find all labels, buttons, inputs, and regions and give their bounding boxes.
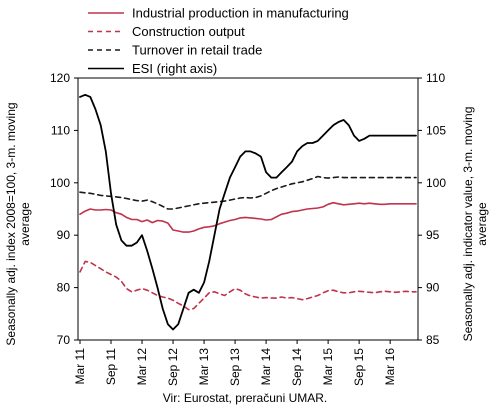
- x-tick-label: Sep 15: [352, 348, 366, 386]
- y-right-axis-title: Seasonally adj. indicator value, 3-m. mo…: [461, 107, 475, 342]
- legend-label: Turnover in retail trade: [132, 43, 262, 58]
- legend-label: ESI (right axis): [132, 61, 217, 76]
- plot-border: [77, 77, 419, 341]
- plot-frame: [77, 77, 419, 341]
- right-tick-label: 85: [426, 333, 440, 347]
- right-tick-label: 100: [426, 176, 446, 190]
- x-tick-label: Sep 13: [228, 348, 242, 386]
- left-tick-label: 120: [50, 71, 70, 85]
- legend: Industrial production in manufacturing Co…: [88, 6, 349, 76]
- series-line-industrial-production-in-manufacturing: [79, 201, 417, 233]
- left-tick-label: 70: [57, 333, 71, 347]
- x-tick-label: Sep 14: [290, 348, 304, 386]
- series-line-turnover-in-retail-trade: [79, 175, 417, 210]
- y-left-axis-title: average: [18, 202, 32, 246]
- left-tick-label: 90: [57, 228, 71, 242]
- source-note: Vir: Eurostat, preračuni UMAR.: [163, 391, 328, 405]
- right-tick-label: 105: [426, 123, 446, 137]
- x-tick-label: Mar 13: [197, 348, 211, 386]
- left-tick-label: 110: [51, 123, 70, 137]
- right-tick-label: 90: [426, 281, 440, 295]
- x-tick-label: Sep 12: [166, 348, 180, 386]
- x-tick-label: Mar 16: [383, 348, 397, 386]
- series-line-esi-right-axis: [79, 93, 417, 331]
- right-tick-label: 95: [426, 228, 440, 242]
- axes-layer: 70 80 90 100 110 120 85 90 95 100 105 110 Mar 11 Sep …: [4, 71, 489, 386]
- legend-label: Construction output: [132, 24, 245, 39]
- y-right-axis-title: average: [475, 202, 489, 246]
- x-tick-label: Mar 11: [73, 348, 87, 385]
- y-left-axis-title: Seasonally adj. index 2008=100, 3-m. mov…: [4, 102, 18, 345]
- x-tick-label: Mar 12: [135, 348, 149, 386]
- right-tick-label: 110: [426, 71, 445, 85]
- series-line-construction-output: [79, 260, 417, 311]
- left-tick-label: 80: [57, 281, 71, 295]
- x-tick-label: Mar 15: [321, 348, 335, 386]
- x-tick-label: Sep 11: [104, 348, 118, 385]
- left-tick-label: 100: [50, 176, 70, 190]
- x-tick-label: Mar 14: [259, 348, 273, 386]
- legend-label: Industrial production in manufacturing: [132, 6, 349, 21]
- series-layer: [79, 93, 417, 331]
